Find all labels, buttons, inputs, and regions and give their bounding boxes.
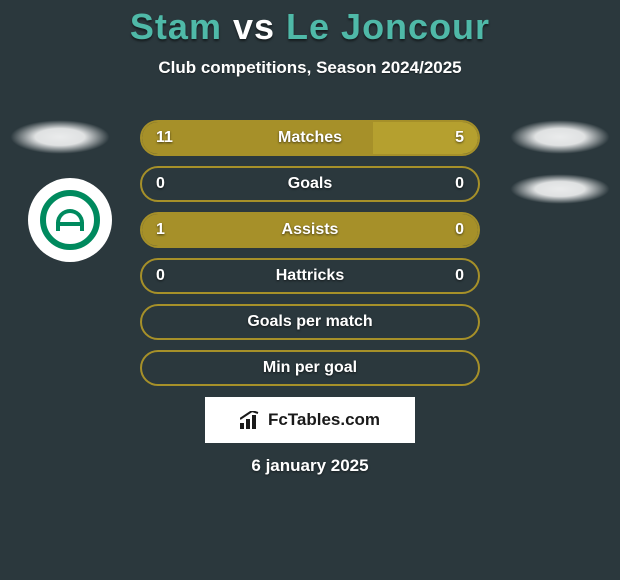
stat-value-right: 0: [455, 168, 464, 200]
stat-row: 11Matches5: [140, 120, 480, 156]
stats-container: 11Matches50Goals01Assists00Hattricks0Goa…: [140, 120, 480, 396]
subtitle: Club competitions, Season 2024/2025: [0, 58, 620, 78]
stat-row: 1Assists0: [140, 212, 480, 248]
stat-label: Min per goal: [142, 352, 478, 384]
stat-value-right: 0: [455, 214, 464, 246]
club-badge-mark: [56, 209, 84, 231]
player2-silhouette-top: [510, 120, 610, 154]
stat-value-right: 0: [455, 260, 464, 292]
club-badge-ring: [40, 190, 100, 250]
bars-icon: [240, 411, 262, 429]
date-label: 6 january 2025: [0, 456, 620, 476]
stat-row: 0Goals0: [140, 166, 480, 202]
title-player2: Le Joncour: [286, 6, 490, 47]
title-player1: Stam: [130, 6, 222, 47]
club-badge: [28, 178, 112, 262]
title-vs: vs: [233, 6, 275, 47]
stat-row: 0Hattricks0: [140, 258, 480, 294]
stat-row: Goals per match: [140, 304, 480, 340]
stat-row: Min per goal: [140, 350, 480, 386]
stat-label: Goals per match: [142, 306, 478, 338]
player2-silhouette-mid: [510, 174, 610, 204]
stat-value-right: 5: [455, 122, 464, 154]
stat-label: Matches: [142, 122, 478, 154]
stat-label: Assists: [142, 214, 478, 246]
stat-label: Goals: [142, 168, 478, 200]
player1-silhouette-top: [10, 120, 110, 154]
title: Stam vs Le Joncour: [0, 0, 620, 48]
footer-card: FcTables.com: [205, 397, 415, 443]
stat-label: Hattricks: [142, 260, 478, 292]
footer-brand-text: FcTables.com: [268, 410, 380, 430]
